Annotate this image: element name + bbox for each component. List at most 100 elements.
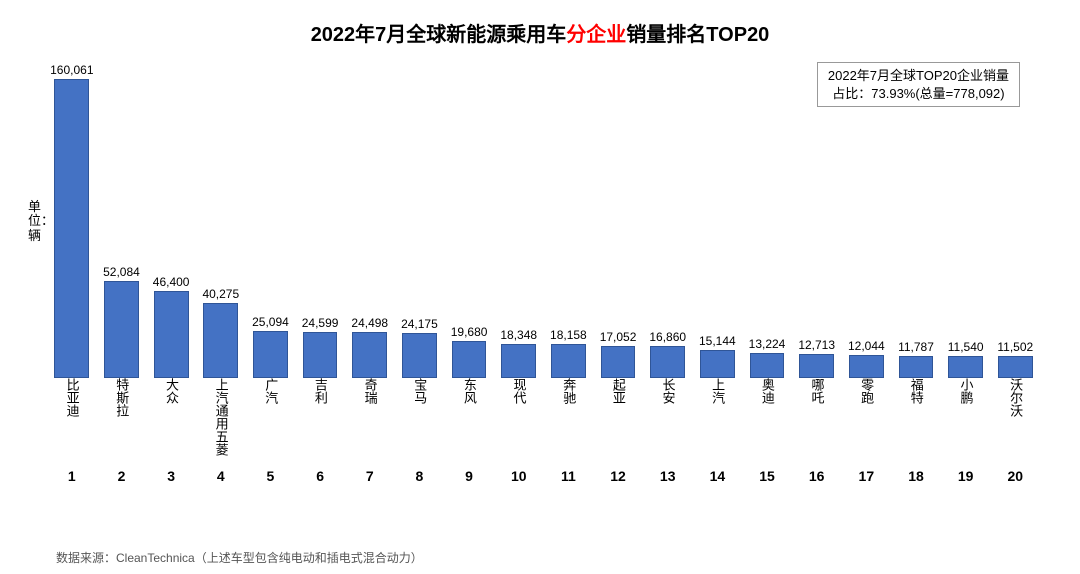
bar-col: 46,400	[146, 60, 196, 378]
bar-value-label: 24,175	[401, 317, 438, 331]
bar	[54, 79, 89, 378]
x-axis-label: 吉利	[295, 378, 345, 460]
x-axis-label: 广汽	[246, 378, 296, 460]
bar	[700, 350, 735, 378]
bar-col: 18,348	[494, 60, 544, 378]
bar	[402, 333, 437, 378]
x-labels-container: 比亚迪 特斯拉 大众 上汽通用五菱 广汽 吉利 奇瑞 宝马 东风 现代 奔驰 起亚 长安 上汽 奥迪 哪吒 零跑…	[45, 378, 1042, 460]
x-axis-label: 起亚	[593, 378, 643, 460]
bar-col: 15,144	[693, 60, 743, 378]
bar	[799, 354, 834, 378]
x-axis-label: 长安	[643, 378, 693, 460]
bar-col: 24,175	[395, 60, 445, 378]
title-prefix: 2022年7月全球新能源乘用车	[311, 24, 567, 46]
rank-number: 18	[891, 468, 941, 488]
bar-col: 16,860	[643, 60, 693, 378]
x-axis-label-text: 广汽	[264, 378, 278, 404]
bar-col: 19,680	[444, 60, 494, 378]
x-axis-label: 现代	[494, 378, 544, 460]
rank-number: 11	[544, 468, 594, 488]
rank-number: 1	[47, 468, 97, 488]
bar	[750, 353, 785, 378]
bar-value-label: 18,348	[500, 328, 537, 342]
bar-value-label: 25,094	[252, 315, 289, 329]
bar-value-label: 40,275	[202, 287, 239, 301]
x-axis-label: 比亚迪	[47, 378, 97, 460]
bar-value-label: 12,713	[798, 338, 835, 352]
bar-value-label: 16,860	[649, 330, 686, 344]
rank-number: 3	[146, 468, 196, 488]
x-axis-label-text: 上汽	[711, 378, 725, 404]
page-root: 2022年7月全球新能源乘用车分企业销量排名TOP20 2022年7月全球TOP…	[0, 0, 1080, 574]
bar	[998, 356, 1033, 378]
bar	[203, 303, 238, 378]
x-axis-label: 大众	[146, 378, 196, 460]
bar	[551, 344, 586, 378]
x-axis-label-text: 现代	[512, 378, 526, 404]
ranks-container: 1234567891011121314151617181920	[45, 468, 1042, 488]
title-suffix: 销量排名TOP20	[626, 24, 769, 46]
bar-value-label: 11,540	[948, 340, 984, 354]
x-axis-label-text: 吉利	[313, 378, 327, 404]
y-axis-unit: 单位：辆	[28, 200, 42, 243]
x-axis-label: 福特	[891, 378, 941, 460]
x-axis-label-text: 奔驰	[562, 378, 576, 404]
bar-value-label: 24,599	[302, 316, 339, 330]
rank-number: 10	[494, 468, 544, 488]
bar-col: 13,224	[742, 60, 792, 378]
x-axis-label-text: 长安	[661, 378, 675, 404]
bar-col: 160,061	[47, 60, 97, 378]
rank-number: 17	[842, 468, 892, 488]
x-axis-label-text: 零跑	[860, 378, 874, 404]
x-axis-label: 上汽通用五菱	[196, 378, 246, 460]
x-axis-label-text: 东风	[462, 378, 476, 404]
x-axis-label-text: 宝马	[413, 378, 427, 404]
rank-number: 14	[693, 468, 743, 488]
x-axis-label-text: 上汽通用五菱	[214, 378, 228, 456]
chart-area: 160,061 52,084 46,400 40,275 25,094 24,599 24,…	[45, 60, 1042, 488]
bar-col: 11,540	[941, 60, 991, 378]
x-axis-label-text: 特斯拉	[115, 378, 129, 417]
rank-number: 8	[395, 468, 445, 488]
x-axis-label-text: 大众	[164, 378, 178, 404]
bar-col: 40,275	[196, 60, 246, 378]
bar-col: 18,158	[544, 60, 594, 378]
bar-value-label: 52,084	[103, 265, 140, 279]
x-axis-label: 宝马	[395, 378, 445, 460]
x-axis-label: 哪吒	[792, 378, 842, 460]
bar-value-label: 11,787	[898, 340, 934, 354]
x-axis-label: 奥迪	[742, 378, 792, 460]
x-axis-label: 沃尔沃	[990, 378, 1040, 460]
bar-value-label: 17,052	[600, 330, 637, 344]
x-axis-label-text: 福特	[909, 378, 923, 404]
bar-value-label: 15,144	[699, 334, 736, 348]
x-axis-label-text: 哪吒	[810, 378, 824, 404]
chart-title: 2022年7月全球新能源乘用车分企业销量排名TOP20	[20, 18, 1060, 47]
bar-col: 25,094	[246, 60, 296, 378]
bar-col: 24,498	[345, 60, 395, 378]
bars-container: 160,061 52,084 46,400 40,275 25,094 24,599 24,…	[45, 60, 1042, 378]
bar-value-label: 160,061	[50, 63, 93, 77]
x-axis-label: 特斯拉	[97, 378, 147, 460]
rank-number: 4	[196, 468, 246, 488]
x-axis-label-text: 奇瑞	[363, 378, 377, 404]
x-axis-label: 小鹏	[941, 378, 991, 460]
bar	[104, 281, 139, 378]
bar-col: 17,052	[593, 60, 643, 378]
x-axis-label: 奇瑞	[345, 378, 395, 460]
bar-value-label: 12,044	[848, 339, 885, 353]
bar	[303, 332, 338, 378]
bar-col: 24,599	[295, 60, 345, 378]
bar-col: 12,713	[792, 60, 842, 378]
x-axis-label-text: 小鹏	[959, 378, 973, 404]
x-axis-label-text: 起亚	[611, 378, 625, 404]
bar-col: 12,044	[842, 60, 892, 378]
bar	[154, 291, 189, 378]
title-highlight: 分企业	[566, 24, 626, 46]
x-axis-label-text: 奥迪	[760, 378, 774, 404]
x-axis-label-text: 比亚迪	[65, 378, 79, 417]
x-axis-label: 东风	[444, 378, 494, 460]
bar	[352, 332, 387, 378]
bar	[948, 356, 983, 378]
x-axis-label: 零跑	[842, 378, 892, 460]
